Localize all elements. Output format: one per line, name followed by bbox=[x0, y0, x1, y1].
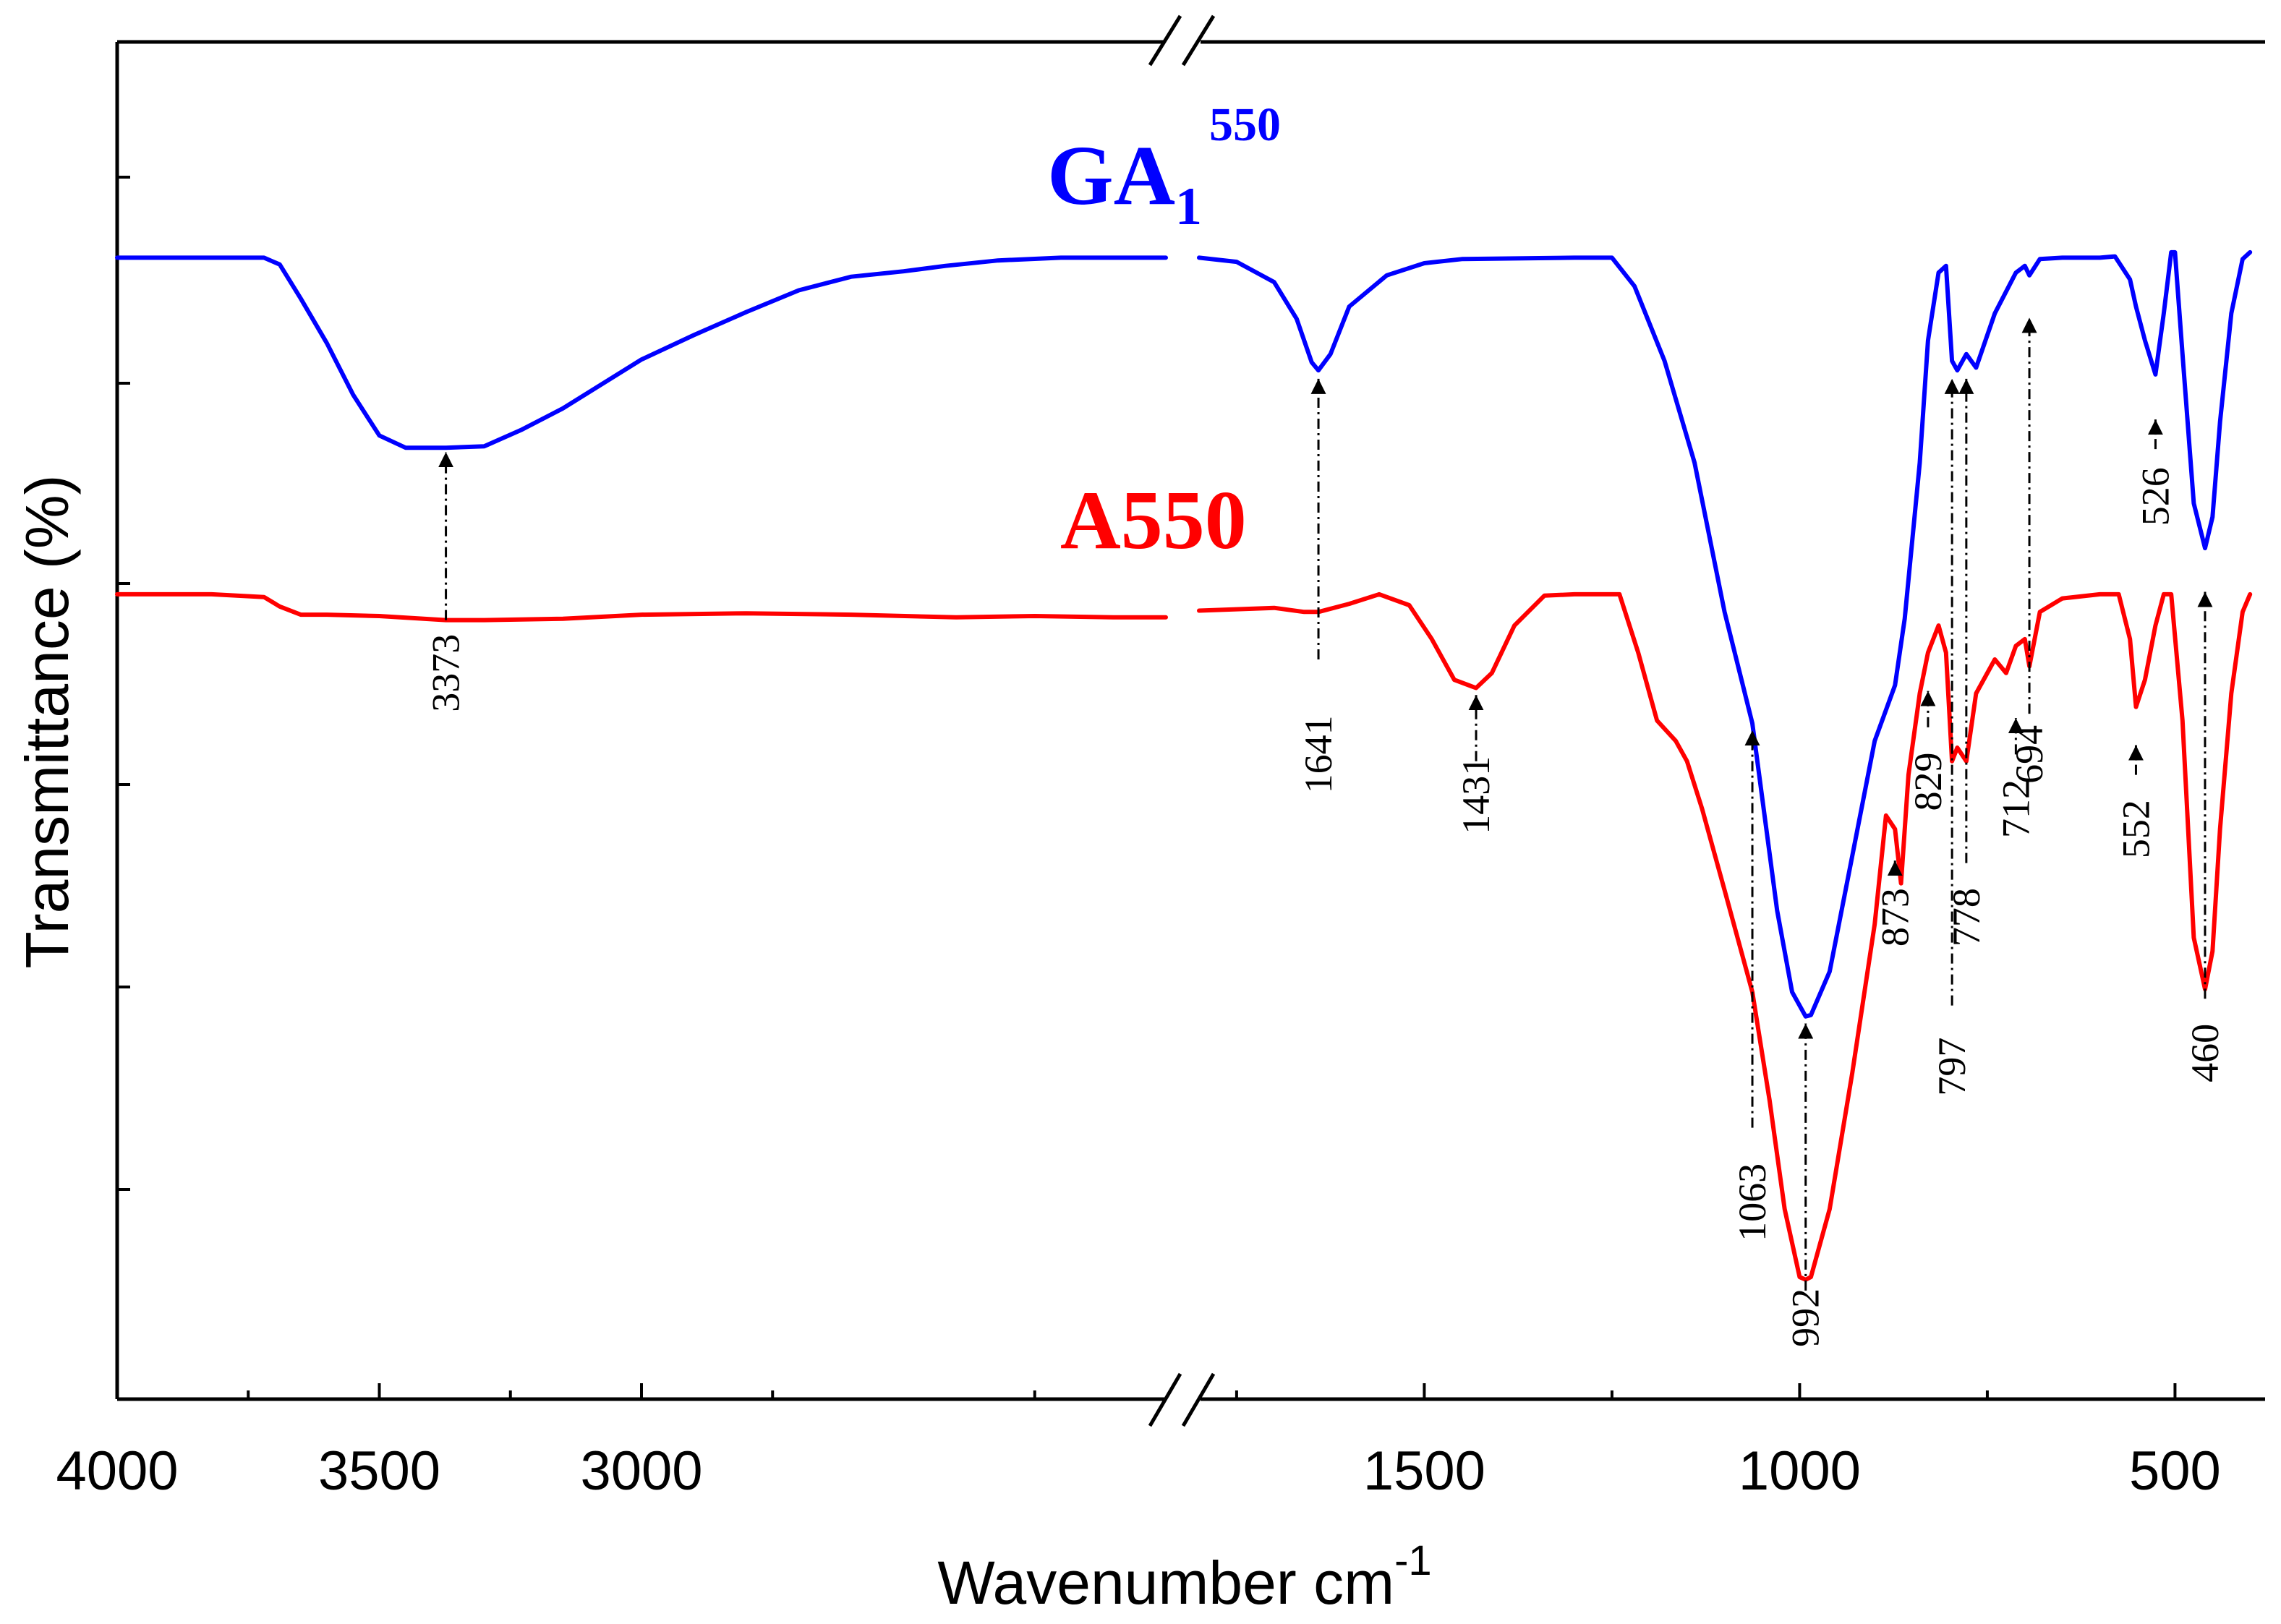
peak-label-3373: 3373 bbox=[425, 634, 468, 712]
plot-frame bbox=[115, 14, 2265, 1427]
peak-label-873: 873 bbox=[1873, 888, 1917, 946]
y-ticks bbox=[117, 176, 130, 1191]
x-ticks: 4000 3500 3000 1500 1000 500 bbox=[56, 1383, 2221, 1502]
y-axis-title: Transmittance (%) bbox=[13, 474, 81, 968]
axis-break-top bbox=[1148, 14, 1216, 67]
series-label-a550: A550 bbox=[1060, 474, 1247, 567]
peak-label-552: 552 bbox=[2114, 800, 2157, 858]
x-tick-label-4000: 4000 bbox=[56, 1440, 178, 1502]
peak-label-829: 829 bbox=[1906, 752, 1950, 811]
peak-label-778: 778 bbox=[1945, 888, 1988, 946]
x-tick-label-1500: 1500 bbox=[1363, 1440, 1485, 1502]
peak-label-1641: 1641 bbox=[1297, 715, 1340, 793]
series-line-ga1-550 bbox=[115, 249, 2253, 1019]
x-tick-label-1000: 1000 bbox=[1739, 1440, 1861, 1502]
axis-break-bottom bbox=[1148, 1372, 1216, 1427]
peak-label-797: 797 bbox=[1930, 1038, 1974, 1096]
x-tick-label-3000: 3000 bbox=[580, 1440, 702, 1502]
x-tick-label-3500: 3500 bbox=[318, 1440, 440, 1502]
peak-label-694: 694 bbox=[2008, 725, 2051, 784]
x-axis-title: Wavenumber cm-1 bbox=[937, 1537, 1431, 1617]
peak-label-1063: 1063 bbox=[1731, 1163, 1774, 1241]
series-line-a550 bbox=[115, 591, 2253, 1282]
series-label-ga1-550: GA1550 bbox=[1047, 98, 1281, 236]
peak-label-992: 992 bbox=[1784, 1288, 1828, 1347]
series-layer bbox=[115, 249, 2253, 1282]
peak-label-460: 460 bbox=[2183, 1024, 2227, 1082]
peak-label-712: 712 bbox=[1994, 779, 2037, 838]
x-tick-label-500: 500 bbox=[2129, 1440, 2221, 1502]
peak-label-526: 526 bbox=[2133, 467, 2177, 526]
peak-label-1431: 1431 bbox=[1454, 756, 1498, 834]
